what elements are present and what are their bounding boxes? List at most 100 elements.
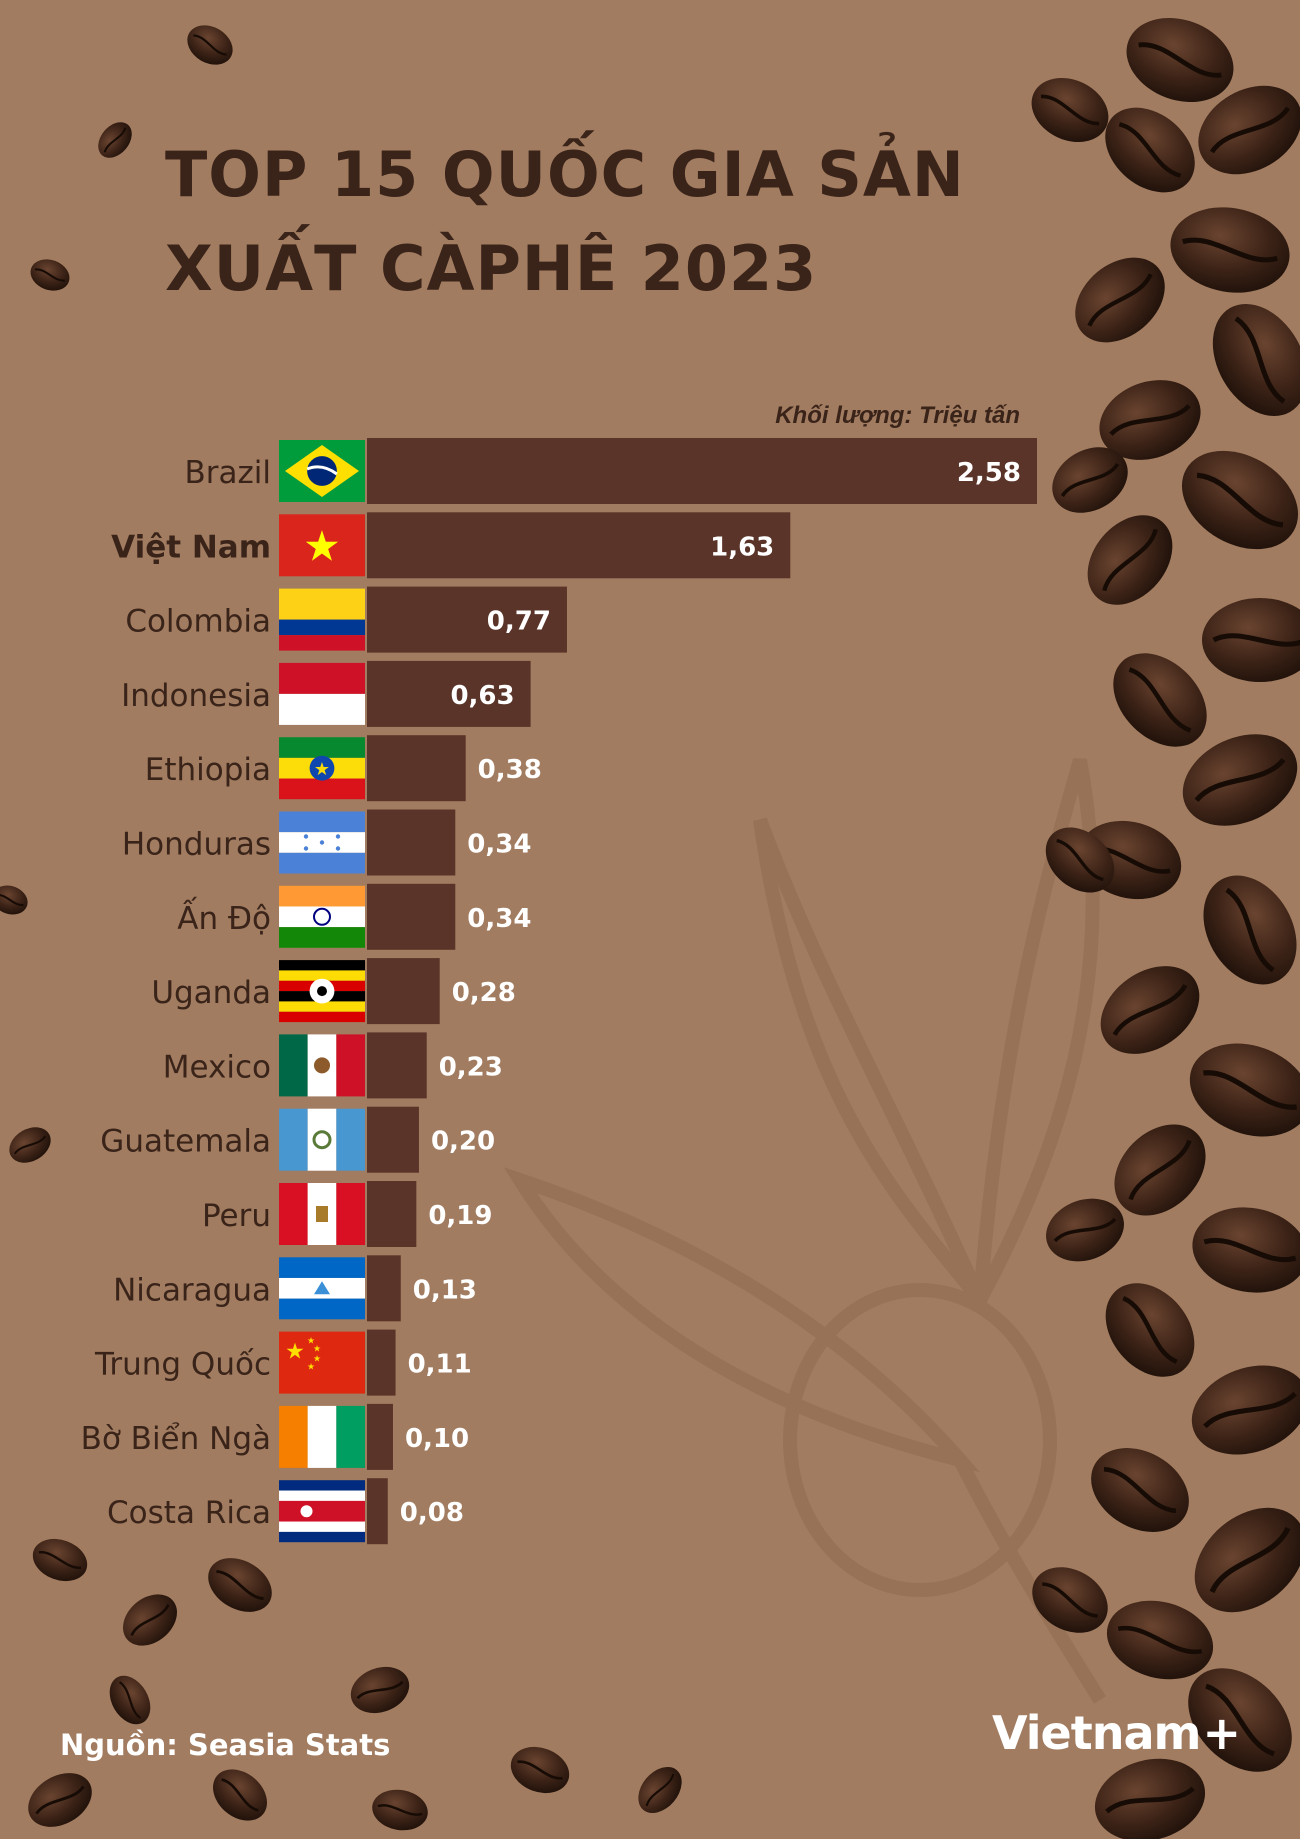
china-flag-icon: ★ ★★★★ (279, 1331, 365, 1394)
coffee-bean (1202, 598, 1300, 682)
svg-text:★: ★ (314, 759, 330, 780)
value-label: 0,63 (450, 681, 514, 711)
chart-title: TOP 15 QUỐC GIA SẢN XUẤT CÀPHÊ 2023 (165, 128, 1065, 316)
bar (367, 809, 456, 876)
country-label: Costa Rica (107, 1495, 271, 1531)
coffee-bean (1188, 1668, 1292, 1772)
svg-text:★: ★ (313, 1355, 321, 1365)
country-label: Ấn Độ (177, 898, 271, 937)
coffee-bean (1105, 1283, 1195, 1377)
country-label: Honduras (122, 827, 271, 863)
coffee-bean (350, 1666, 410, 1714)
svg-text:★: ★ (307, 1363, 315, 1373)
uganda-flag-icon (279, 960, 365, 1023)
colombia-flag-icon (279, 588, 365, 651)
coffee-bean (123, 1594, 177, 1646)
coffee-bean (1087, 515, 1173, 605)
country-label: Colombia (125, 604, 271, 640)
value-label: 0,34 (467, 830, 531, 860)
coffee-bean (9, 1127, 51, 1163)
coffee-bean (1194, 1507, 1300, 1613)
value-label: 0,13 (413, 1275, 477, 1305)
coffee-beans (0, 17, 1300, 1839)
source-label: Nguồn: Seasia Stats (60, 1728, 391, 1762)
coffee-bean (109, 1675, 151, 1725)
coffee-bean (30, 259, 70, 291)
coffee-bean (1198, 85, 1300, 175)
coffee-bean (1114, 1124, 1206, 1216)
coffee-bean (1181, 450, 1299, 550)
country-label: Việt Nam (111, 529, 271, 565)
coffee-bean (187, 25, 233, 65)
bar (367, 1478, 388, 1545)
coffee-bean (32, 1538, 88, 1582)
coffee-bean (1191, 1365, 1300, 1455)
bar (367, 883, 456, 950)
coffee-bean (1046, 1198, 1124, 1262)
mexico-flag-icon (279, 1034, 365, 1097)
value-label: 2,58 (957, 458, 1021, 488)
country-label: Bờ Biển Ngà (81, 1421, 271, 1457)
value-label: 0,38 (478, 755, 542, 785)
value-label: 0,77 (487, 607, 551, 637)
country-label: Mexico (163, 1049, 271, 1085)
unit-label: Khối lượng: Triệu tấn (775, 402, 1020, 429)
coffee-bean (1099, 380, 1201, 460)
vietnam-flag-icon: ★ (279, 514, 365, 577)
coffee-bean (510, 1746, 570, 1794)
honduras-flag-icon (279, 811, 365, 874)
country-label: Peru (202, 1198, 271, 1234)
bar (367, 958, 440, 1025)
country-label: Uganda (151, 975, 271, 1011)
value-label: 1,63 (710, 532, 774, 562)
coffee-bean (1182, 734, 1298, 826)
svg-text:★: ★ (313, 1345, 321, 1355)
country-label: Brazil (184, 455, 271, 491)
coffee-bean (1212, 303, 1300, 417)
bar (367, 1403, 393, 1470)
coffee-bean (1106, 1600, 1214, 1680)
country-label: Guatemala (100, 1124, 271, 1160)
coffee-bean (1032, 1567, 1108, 1633)
value-label: 0,34 (467, 904, 531, 934)
bar (367, 660, 531, 727)
coffee-bean (98, 122, 132, 158)
coffee-bean (1203, 875, 1297, 985)
country-label: Trung Quốc (94, 1347, 271, 1383)
indonesia-flag-icon (279, 662, 365, 725)
leaf-watermark (503, 758, 1106, 1704)
title-line-1: TOP 15 QUỐC GIA SẢN (165, 138, 965, 211)
india-flag-icon (279, 885, 365, 948)
costa-rica-flag-icon (279, 1480, 365, 1543)
coffee-bean (1105, 107, 1195, 193)
coffee-bean (0, 885, 28, 915)
value-label: 0,08 (400, 1498, 464, 1528)
bar (367, 586, 567, 653)
value-label: 0,19 (428, 1201, 492, 1231)
bar (367, 1032, 427, 1099)
guatemala-flag-icon (279, 1108, 365, 1171)
value-label: 0,10 (405, 1424, 469, 1454)
svg-text:★: ★ (303, 521, 341, 570)
peru-flag-icon (279, 1183, 365, 1245)
nicaragua-flag-icon (279, 1257, 365, 1320)
country-label: Indonesia (121, 678, 271, 714)
coffee-bean (1126, 17, 1234, 103)
coffee-bean (1075, 257, 1165, 343)
coffee-bean (1052, 447, 1128, 513)
coffee-bean (1189, 1043, 1300, 1137)
title-line-2: XUẤT CÀPHÊ 2023 (165, 232, 818, 305)
bar (367, 1106, 419, 1173)
coffee-bean (1045, 827, 1115, 893)
country-label: Nicaragua (113, 1272, 271, 1308)
coffee-bean (28, 1773, 92, 1827)
coffee-bean (1031, 77, 1109, 143)
coffee-bean (638, 1766, 682, 1814)
vietnamplus-logo: Vietnam+ (992, 1706, 1241, 1760)
bar (367, 1181, 417, 1247)
coffee-bean (1091, 1448, 1189, 1532)
svg-text:★: ★ (285, 1340, 305, 1365)
